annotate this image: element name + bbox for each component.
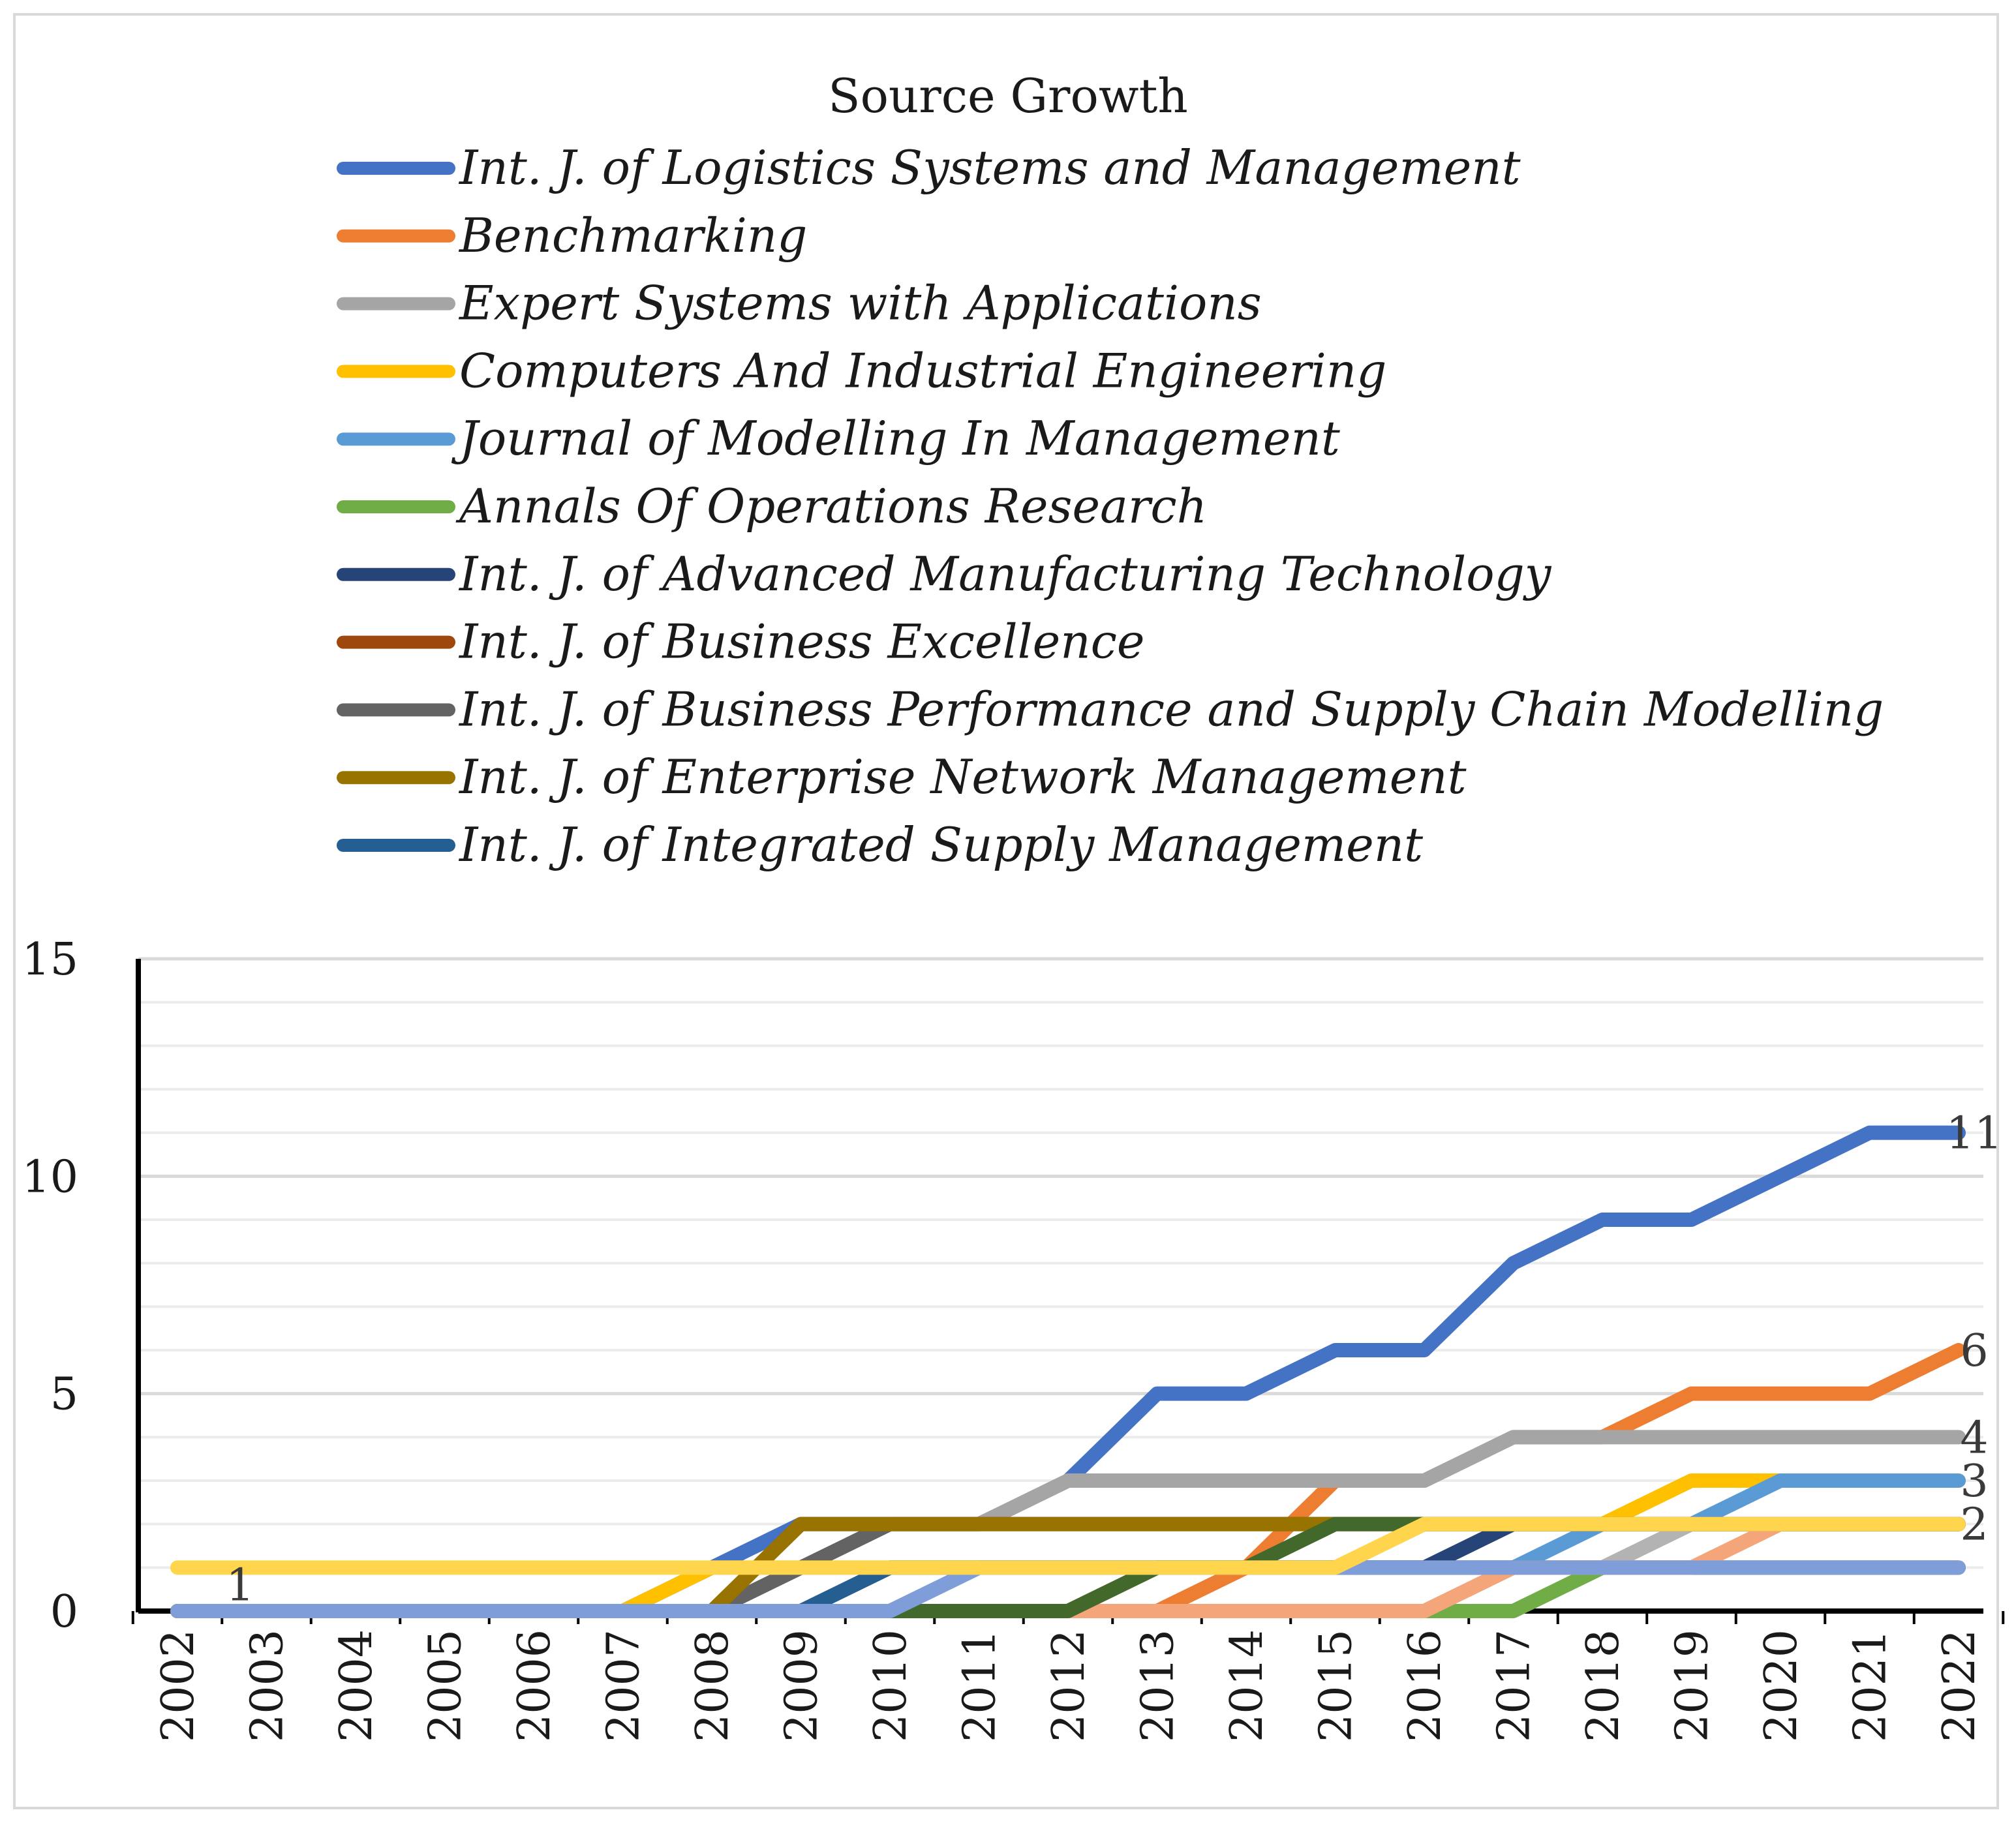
x-tick-label: 2021 bbox=[1845, 1629, 1897, 1742]
data-labels: 11 6 432 1 bbox=[226, 1108, 2002, 1612]
y-tick-label: 0 bbox=[50, 1586, 78, 1638]
series-line bbox=[170, 1473, 1966, 1618]
x-tick-label: 2002 bbox=[153, 1629, 204, 1742]
x-tick-label: 2008 bbox=[687, 1629, 739, 1742]
x-tick-label: 2022 bbox=[1934, 1629, 1985, 1742]
legend: Int. J. of Logistics Systems and Managem… bbox=[337, 140, 1884, 872]
end-data-label: 4 bbox=[1960, 1412, 1988, 1464]
y-tick-label: 5 bbox=[50, 1369, 78, 1421]
x-tick-label: 2016 bbox=[1399, 1629, 1451, 1742]
legend-label: Int. J. of Business Performance and Supp… bbox=[458, 682, 1884, 736]
legend-label: Benchmarking bbox=[458, 208, 807, 263]
legend-label: Expert Systems with Applications bbox=[458, 276, 1262, 331]
x-tick-label: 2019 bbox=[1667, 1629, 1718, 1742]
y-tick-label: 15 bbox=[22, 934, 78, 986]
x-tick-label: 2013 bbox=[1133, 1629, 1184, 1742]
x-tick-label: 2012 bbox=[1043, 1629, 1095, 1742]
x-tick-label: 2011 bbox=[955, 1629, 1006, 1742]
series-line bbox=[170, 1125, 1966, 1618]
chart-title: Source Growth bbox=[828, 68, 1188, 123]
series-lines bbox=[170, 1125, 1966, 1618]
end-data-label: 6 bbox=[1960, 1325, 1988, 1377]
y-tick-label: 10 bbox=[22, 1151, 78, 1203]
x-tick-label: 2005 bbox=[420, 1629, 472, 1742]
legend-label: Annals Of Operations Research bbox=[455, 479, 1207, 534]
x-tick-label: 2015 bbox=[1311, 1629, 1362, 1742]
x-tick-label: 2020 bbox=[1756, 1629, 1807, 1742]
legend-label: Journal of Modelling In Management bbox=[451, 411, 1341, 466]
x-tick-label: 2018 bbox=[1578, 1629, 1629, 1742]
legend-label: Int. J. of Logistics Systems and Managem… bbox=[458, 140, 1521, 195]
x-tick-label: 2017 bbox=[1489, 1629, 1540, 1742]
start-data-label: 1 bbox=[226, 1560, 254, 1611]
end-data-label: 3 bbox=[1960, 1456, 1988, 1507]
series-line bbox=[170, 1473, 1966, 1618]
x-tick-label: 2003 bbox=[242, 1629, 294, 1742]
x-tick-label: 2010 bbox=[865, 1629, 917, 1742]
series-line bbox=[170, 1516, 1966, 1575]
x-tick-label: 2007 bbox=[598, 1629, 650, 1742]
legend-label: Computers And Industrial Engineering bbox=[459, 343, 1386, 398]
x-tick-label: 2009 bbox=[776, 1629, 828, 1742]
axes: 0 5 10 15 2002 2003 2004 2005 2006 2007 2008 2009 20… bbox=[22, 934, 2005, 1742]
legend-label: Int. J. of Advanced Manufacturing Techno… bbox=[458, 547, 1552, 601]
x-tick-label: 2014 bbox=[1221, 1629, 1273, 1742]
legend-label: Int. J. of Enterprise Network Management bbox=[458, 749, 1467, 804]
end-data-label: 11 bbox=[1946, 1108, 2003, 1160]
legend-label: Int. J. of Business Excellence bbox=[458, 614, 1145, 669]
legend-label: Int. J. of Integrated Supply Management bbox=[458, 817, 1424, 872]
x-tick-label: 2004 bbox=[331, 1629, 382, 1742]
x-tick-label: 2006 bbox=[509, 1629, 560, 1742]
end-data-label: 2 bbox=[1960, 1500, 1988, 1551]
